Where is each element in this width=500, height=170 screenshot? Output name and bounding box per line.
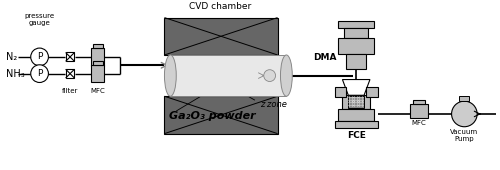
Bar — [342, 95, 370, 109]
Bar — [334, 121, 378, 128]
Bar — [164, 18, 278, 55]
Text: pressure
gauge: pressure gauge — [24, 13, 54, 26]
Bar — [460, 96, 469, 101]
Circle shape — [452, 101, 477, 127]
Bar — [338, 21, 374, 28]
Text: P: P — [37, 69, 43, 78]
Text: MFC: MFC — [90, 88, 105, 94]
Bar — [338, 109, 374, 121]
Text: z zone: z zone — [260, 100, 286, 109]
Text: CVD chamber: CVD chamber — [190, 2, 252, 11]
Polygon shape — [342, 80, 370, 95]
Bar — [344, 28, 368, 38]
Text: NH₃: NH₃ — [6, 69, 25, 79]
Circle shape — [30, 48, 48, 66]
Text: DMA: DMA — [313, 53, 336, 62]
Bar — [66, 53, 74, 61]
Text: filter: filter — [62, 88, 78, 94]
Bar — [338, 38, 374, 54]
Bar — [90, 48, 104, 66]
Bar — [164, 96, 278, 134]
Bar — [170, 55, 286, 96]
Bar — [334, 87, 346, 97]
Circle shape — [264, 70, 276, 81]
Bar — [66, 69, 74, 78]
Bar — [410, 104, 428, 118]
Text: N₂: N₂ — [6, 52, 18, 62]
Text: FCE: FCE — [347, 131, 366, 140]
Ellipse shape — [164, 55, 176, 96]
Text: Ga₂O₃ powder: Ga₂O₃ powder — [170, 111, 256, 121]
Bar — [92, 61, 102, 65]
Bar — [348, 96, 364, 108]
Bar — [92, 44, 102, 48]
Circle shape — [30, 65, 48, 82]
Bar — [90, 65, 104, 82]
Bar — [346, 54, 366, 69]
Text: MFC: MFC — [412, 120, 426, 126]
Bar — [413, 100, 425, 104]
Ellipse shape — [280, 55, 292, 96]
Text: Vacuum
Pump: Vacuum Pump — [450, 129, 478, 142]
Text: P: P — [37, 52, 43, 61]
Bar — [366, 87, 378, 97]
